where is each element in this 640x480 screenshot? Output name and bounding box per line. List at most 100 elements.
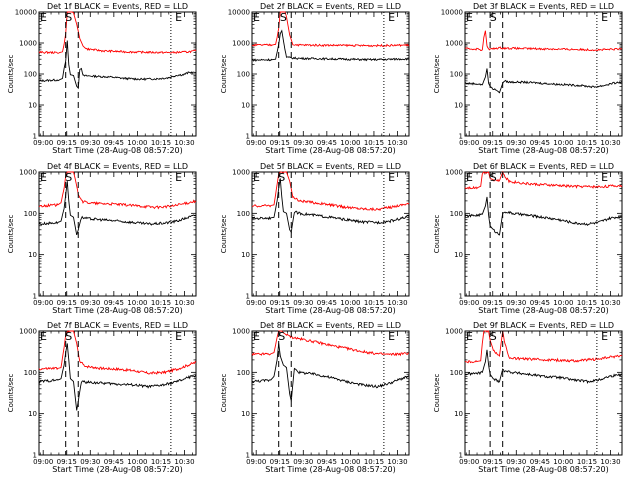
y-tick-label: 10: [241, 102, 250, 110]
x-tick-label: 10:15: [364, 139, 384, 147]
x-tick-label: 10:15: [577, 299, 597, 307]
x-tick-label: 09:15: [270, 458, 290, 466]
y-tick-label: 10: [28, 102, 37, 110]
x-tick-label: 09:30: [506, 139, 526, 147]
series-lld-line: [38, 11, 197, 55]
x-tick-label: 09:15: [483, 139, 503, 147]
x-tick-label: 09:15: [270, 299, 290, 307]
y-axis-label: Counts/sec: [7, 215, 15, 254]
event-marker-label: S: [278, 171, 285, 184]
series-events-line: [464, 68, 622, 94]
event-marker-label: S: [65, 171, 72, 184]
x-tick-label: 09:15: [57, 299, 77, 307]
event-marker-label: S: [65, 11, 72, 24]
x-axis-label: Start Time (28-Aug-08 08:57:20): [52, 146, 183, 155]
event-marker-label: E: [388, 11, 395, 24]
series-events-line: [38, 181, 197, 236]
plot-frame: [251, 330, 410, 456]
y-tick-label: 10: [241, 251, 250, 259]
event-marker-label: E: [466, 11, 473, 24]
y-tick-label: 100: [450, 210, 463, 218]
y-tick-label: 100: [237, 210, 250, 218]
x-axis-label: Start Time (28-Aug-08 08:57:20): [265, 465, 396, 474]
y-tick-label: 10: [28, 251, 37, 259]
x-tick-label: 10:15: [151, 299, 171, 307]
x-tick-label: 09:00: [246, 139, 266, 147]
x-tick-label: 09:30: [293, 299, 313, 307]
y-axis-label: Counts/sec: [433, 374, 441, 413]
x-tick-label: 09:15: [483, 299, 503, 307]
event-marker-label: E: [601, 171, 608, 184]
x-tick-label: 09:45: [104, 299, 124, 307]
panel-title: Det 8f BLACK = Events, RED = LLD: [260, 321, 401, 330]
x-tick-label: 10:00: [553, 458, 573, 466]
x-tick-label: 10:00: [553, 139, 573, 147]
panel-det-9: Det 9f BLACK = Events, RED = LLD 1 10 100 10…: [433, 321, 623, 474]
y-tick-label: 100: [24, 71, 37, 79]
x-tick-label: 10:00: [127, 458, 147, 466]
series-lld-line: [464, 330, 623, 364]
plot-frame: [251, 171, 410, 297]
y-tick-label: 1: [33, 293, 37, 301]
x-tick-label: 09:30: [293, 458, 313, 466]
y-tick-label: 10: [28, 410, 37, 418]
y-tick-label: 1000: [19, 169, 37, 177]
event-marker-label: E: [601, 11, 608, 24]
y-tick-label: 1000: [445, 328, 463, 336]
panel-title: Det 6f BLACK = Events, RED = LLD: [473, 162, 614, 171]
x-tick-label: 10:00: [340, 299, 360, 307]
x-axis-label: Start Time (28-Aug-08 08:57:20): [265, 146, 396, 155]
panel-title: Det 4f BLACK = Events, RED = LLD: [47, 162, 188, 171]
x-tick-label: 10:30: [174, 299, 194, 307]
x-tick-label: 09:00: [459, 139, 479, 147]
event-marker-label: E: [253, 330, 260, 343]
plot-frame: [464, 171, 623, 297]
x-tick-label: 10:00: [340, 458, 360, 466]
x-tick-label: 09:30: [506, 458, 526, 466]
y-tick-label: 1: [246, 452, 250, 460]
event-marker-label: S: [490, 330, 497, 343]
plot-frame: [38, 330, 197, 456]
y-tick-label: 1: [33, 133, 37, 141]
plot-frame: [464, 11, 623, 137]
y-tick-label: 100: [237, 369, 250, 377]
y-tick-label: 100: [450, 71, 463, 79]
x-tick-label: 10:15: [364, 458, 384, 466]
panel-det-2: Det 2f BLACK = Events, RED = LLD 1 10 100 10…: [220, 2, 410, 155]
y-tick-label: 1: [459, 133, 463, 141]
y-tick-label: 1000: [19, 328, 37, 336]
x-tick-label: 09:00: [33, 139, 53, 147]
series-events-line: [38, 40, 197, 90]
x-tick-label: 10:30: [600, 299, 620, 307]
y-tick-label: 10000: [228, 9, 250, 17]
series-events-line: [251, 178, 410, 234]
panel-title: Det 1f BLACK = Events, RED = LLD: [47, 2, 188, 11]
y-axis-label: Counts/sec: [220, 215, 228, 254]
y-tick-label: 1: [459, 293, 463, 301]
x-tick-label: 09:45: [530, 139, 550, 147]
series-lld-line: [464, 170, 623, 190]
series-events-line: [464, 349, 623, 385]
x-tick-label: 09:00: [33, 458, 53, 466]
event-marker-label: S: [65, 330, 72, 343]
x-tick-label: 10:00: [127, 139, 147, 147]
x-tick-label: 09:30: [80, 139, 100, 147]
y-tick-label: 10: [241, 410, 250, 418]
panel-title: Det 5f BLACK = Events, RED = LLD: [260, 162, 401, 171]
x-tick-label: 09:45: [104, 458, 124, 466]
plot-frame: [251, 11, 410, 137]
x-tick-label: 09:45: [104, 139, 124, 147]
y-tick-label: 1000: [232, 328, 250, 336]
y-axis-label: Counts/sec: [7, 374, 15, 413]
y-tick-label: 1000: [232, 169, 250, 177]
y-tick-label: 100: [24, 210, 37, 218]
x-tick-label: 10:30: [387, 139, 407, 147]
y-tick-label: 10000: [441, 9, 463, 17]
series-lld-line: [38, 171, 197, 210]
event-marker-label: E: [388, 171, 395, 184]
event-marker-label: S: [280, 11, 287, 24]
series-lld-line: [38, 330, 197, 375]
x-axis-label: Start Time (28-Aug-08 08:57:20): [478, 306, 609, 315]
event-marker-label: E: [253, 171, 260, 184]
